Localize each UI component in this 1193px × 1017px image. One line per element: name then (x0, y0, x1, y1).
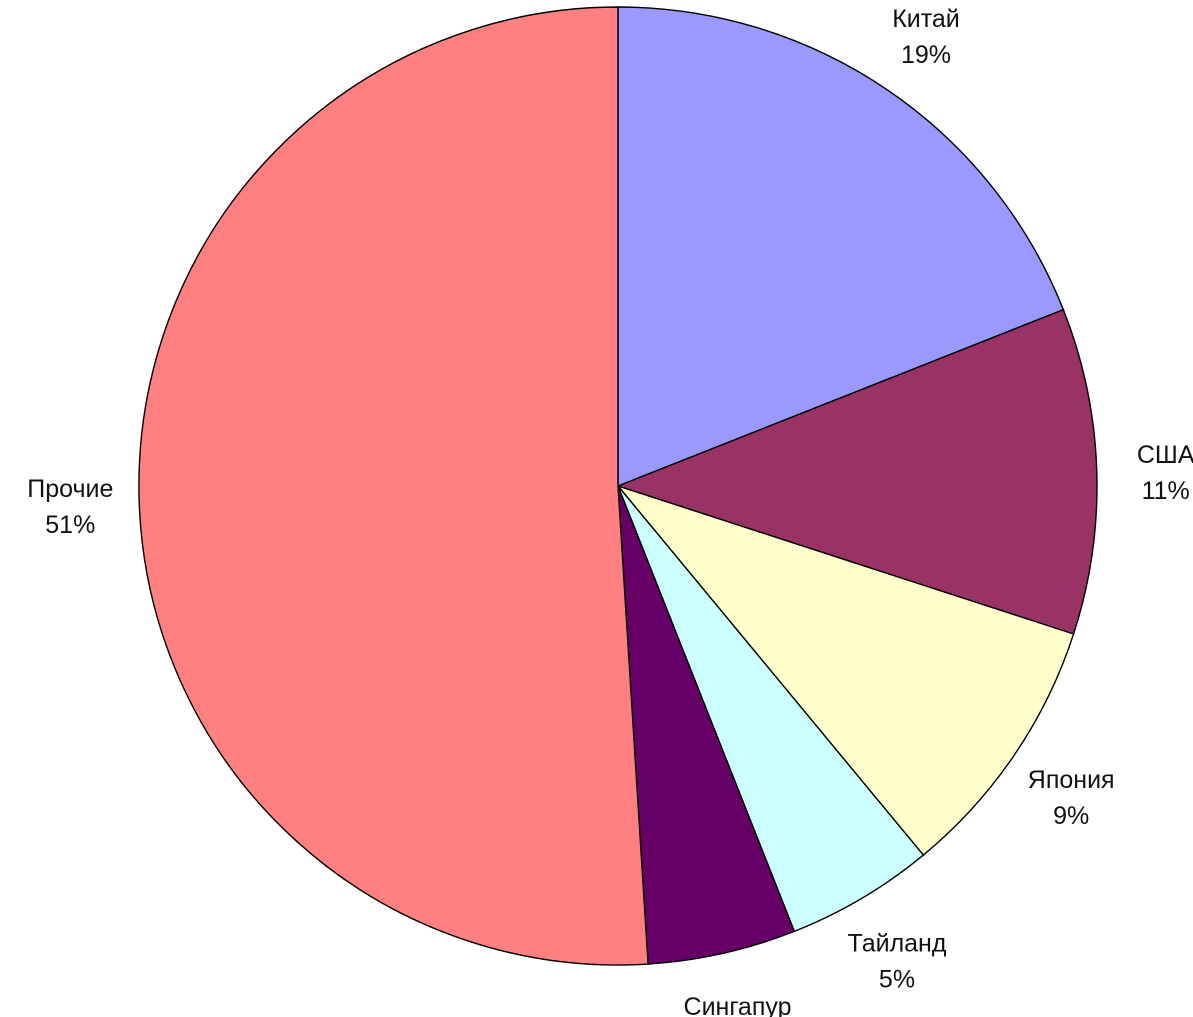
slice-label-2: США 11% (1137, 441, 1193, 505)
slice-name: Китай (892, 5, 960, 33)
slice-value-label: 5% (879, 966, 915, 994)
pie-slice-1 (617, 6, 1065, 488)
pie-labels: Китай19%США11%Япония9%Тайланд5%Сингапур5… (27, 5, 1193, 1017)
pie-slice-2 (615, 308, 1098, 635)
slice-label-4: Тайланд 5% (848, 930, 947, 994)
slice-name: Сингапур (684, 993, 792, 1017)
slice-value-label: 9% (1053, 802, 1089, 830)
slice-value-label: 51% (45, 511, 95, 539)
slice-name: Прочие (27, 475, 113, 503)
slice-value-label: 11% (1142, 477, 1190, 505)
slice-label-1: Китай 19% (892, 5, 960, 69)
pie-slice-5 (617, 485, 796, 965)
slice-label-3: Япония 9% (1028, 766, 1115, 830)
slice-label-6: Прочие 51% (27, 475, 113, 539)
pie-slices (138, 6, 1098, 966)
slice-value-label: 19% (901, 41, 951, 69)
pie-slice-3 (615, 484, 1075, 857)
pie-slice-4 (617, 485, 925, 933)
slice-name: Тайланд (848, 930, 947, 958)
slice-label-5: Сингапур5% (684, 993, 792, 1017)
slice-name: США (1137, 441, 1193, 469)
pie-slice-6 (138, 6, 649, 966)
slice-name: Япония (1028, 766, 1115, 794)
